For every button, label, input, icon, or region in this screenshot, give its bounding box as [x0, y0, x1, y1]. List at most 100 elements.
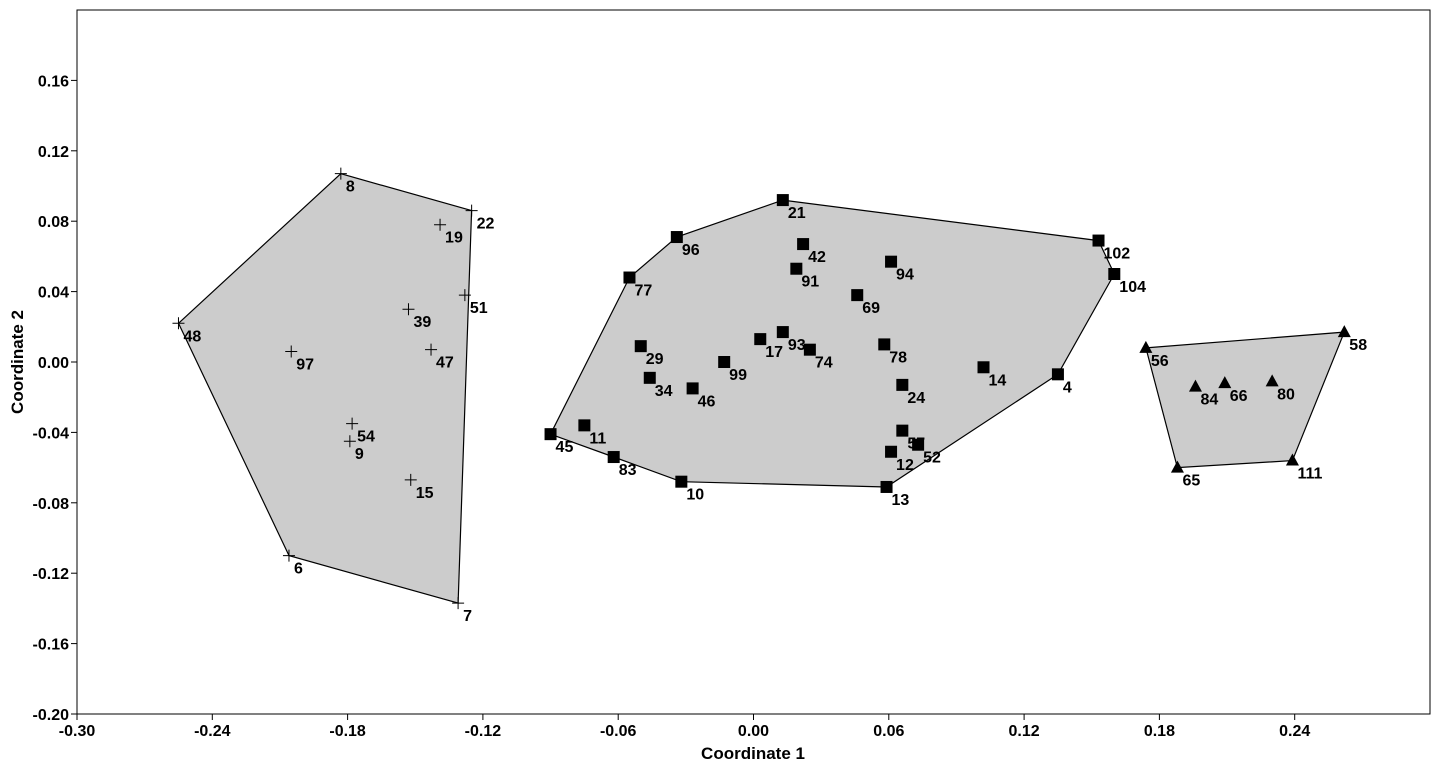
- point-label: 15: [416, 485, 434, 502]
- y-tick-label: -0.16: [33, 637, 70, 654]
- point-label: 46: [698, 393, 716, 410]
- square-marker: [623, 271, 636, 284]
- point-label: 14: [989, 372, 1007, 389]
- plus-marker: [425, 343, 438, 356]
- point-label: 11: [589, 430, 606, 447]
- square-marker: [776, 326, 789, 339]
- plus-marker: [402, 303, 415, 316]
- square-marker: [797, 238, 810, 251]
- group-hull: [177, 173, 473, 604]
- point-label: 54: [357, 429, 375, 446]
- point-label: 48: [183, 328, 201, 345]
- square-marker: [718, 356, 731, 368]
- point-label: 102: [1104, 246, 1131, 263]
- x-axis: -0.30 -0.24 -0.18 -0.12 -0.06 0.00 0.06 0.12 0.1…: [59, 714, 1310, 740]
- point-label: 29: [646, 351, 664, 368]
- y-axis-title: Coordinate 2: [8, 310, 27, 414]
- y-tick-label: -0.04: [33, 425, 70, 442]
- square-marker: [1051, 368, 1064, 381]
- y-tick-label: -0.12: [33, 566, 70, 583]
- plus-marker: [434, 218, 447, 231]
- square-marker: [686, 382, 699, 395]
- x-tick-label: -0.18: [329, 723, 366, 740]
- point-label: 78: [889, 349, 907, 366]
- point-label: 69: [862, 300, 880, 317]
- plus-marker: [458, 289, 471, 302]
- square-marker: [885, 445, 898, 458]
- square-marker: [896, 424, 909, 437]
- point-label: 39: [413, 314, 431, 331]
- point-label: 93: [788, 337, 806, 354]
- square-marker: [1108, 268, 1121, 280]
- square-marker: [607, 451, 620, 464]
- square-marker: [803, 343, 816, 356]
- point-label: 6: [294, 561, 303, 578]
- point-label: 65: [1182, 473, 1200, 490]
- square-marker: [643, 371, 656, 384]
- triangle-marker: [1285, 453, 1299, 466]
- x-tick-label: -0.12: [465, 723, 502, 740]
- triangle-marker: [1170, 460, 1184, 473]
- y-tick-label: -0.08: [33, 496, 70, 513]
- square-marker: [544, 428, 557, 441]
- point-label: 56: [1151, 353, 1169, 370]
- point-label: 24: [907, 390, 925, 407]
- x-tick-label: -0.24: [194, 723, 231, 740]
- square-marker: [1092, 234, 1105, 247]
- point-label: 77: [634, 283, 652, 300]
- square-marker: [675, 475, 688, 488]
- square-marker: [977, 361, 990, 374]
- triangle-marker: [1218, 376, 1232, 389]
- point-label: 83: [619, 462, 637, 479]
- plus-marker: [282, 549, 295, 562]
- point-label: 21: [788, 205, 806, 222]
- point-label: 97: [296, 356, 314, 373]
- triangle-marker: [1188, 379, 1202, 392]
- y-tick-label: -0.20: [33, 707, 70, 724]
- x-tick-label: -0.06: [600, 723, 637, 740]
- plus-marker: [343, 435, 356, 448]
- y-tick-label: 0.16: [38, 73, 69, 90]
- y-tick-label: 0.08: [38, 214, 69, 231]
- square-marker: [851, 289, 864, 302]
- y-tick-label: 0.00: [38, 355, 69, 372]
- x-tick-label: 0.06: [873, 723, 904, 740]
- point-label: 80: [1277, 386, 1295, 403]
- point-label: 17: [765, 344, 783, 361]
- plus-marker: [334, 167, 347, 180]
- square-marker: [878, 338, 891, 351]
- square-marker: [896, 378, 909, 391]
- point-label: 52: [923, 450, 941, 467]
- plus-marker: [285, 345, 298, 358]
- square-marker: [912, 438, 925, 451]
- plus-marker: [404, 473, 417, 486]
- point-label: 66: [1230, 388, 1248, 405]
- triangle-marker: [1265, 374, 1279, 387]
- point-label: 47: [436, 355, 454, 372]
- y-axis: -0.20 -0.16 -0.12 -0.08 -0.04 0.00 0.04 0.08 0.1…: [33, 73, 77, 724]
- point-label: 42: [808, 249, 826, 266]
- square-marker: [790, 262, 803, 275]
- point-label: 91: [801, 274, 819, 291]
- point-label: 22: [477, 216, 495, 233]
- y-tick-label: 0.12: [38, 144, 69, 161]
- x-tick-label: 0.18: [1144, 723, 1175, 740]
- point-label: 7: [463, 608, 472, 625]
- x-axis-title: Coordinate 1: [701, 744, 805, 763]
- point-label: 8: [346, 179, 355, 196]
- hull-layer: [177, 173, 1346, 604]
- point-label: 10: [686, 487, 704, 504]
- point-label: 94: [896, 267, 914, 284]
- square-marker: [670, 231, 683, 244]
- point-label: 51: [470, 300, 488, 317]
- point-label: 12: [896, 457, 914, 474]
- square-marker: [880, 480, 893, 493]
- point-label: 74: [815, 355, 833, 372]
- point-label: 13: [892, 492, 910, 509]
- triangle-marker: [1337, 325, 1351, 338]
- x-tick-label: 0.24: [1279, 723, 1310, 740]
- plus-marker: [346, 417, 359, 430]
- square-marker: [634, 340, 647, 353]
- point-label: 104: [1119, 279, 1146, 296]
